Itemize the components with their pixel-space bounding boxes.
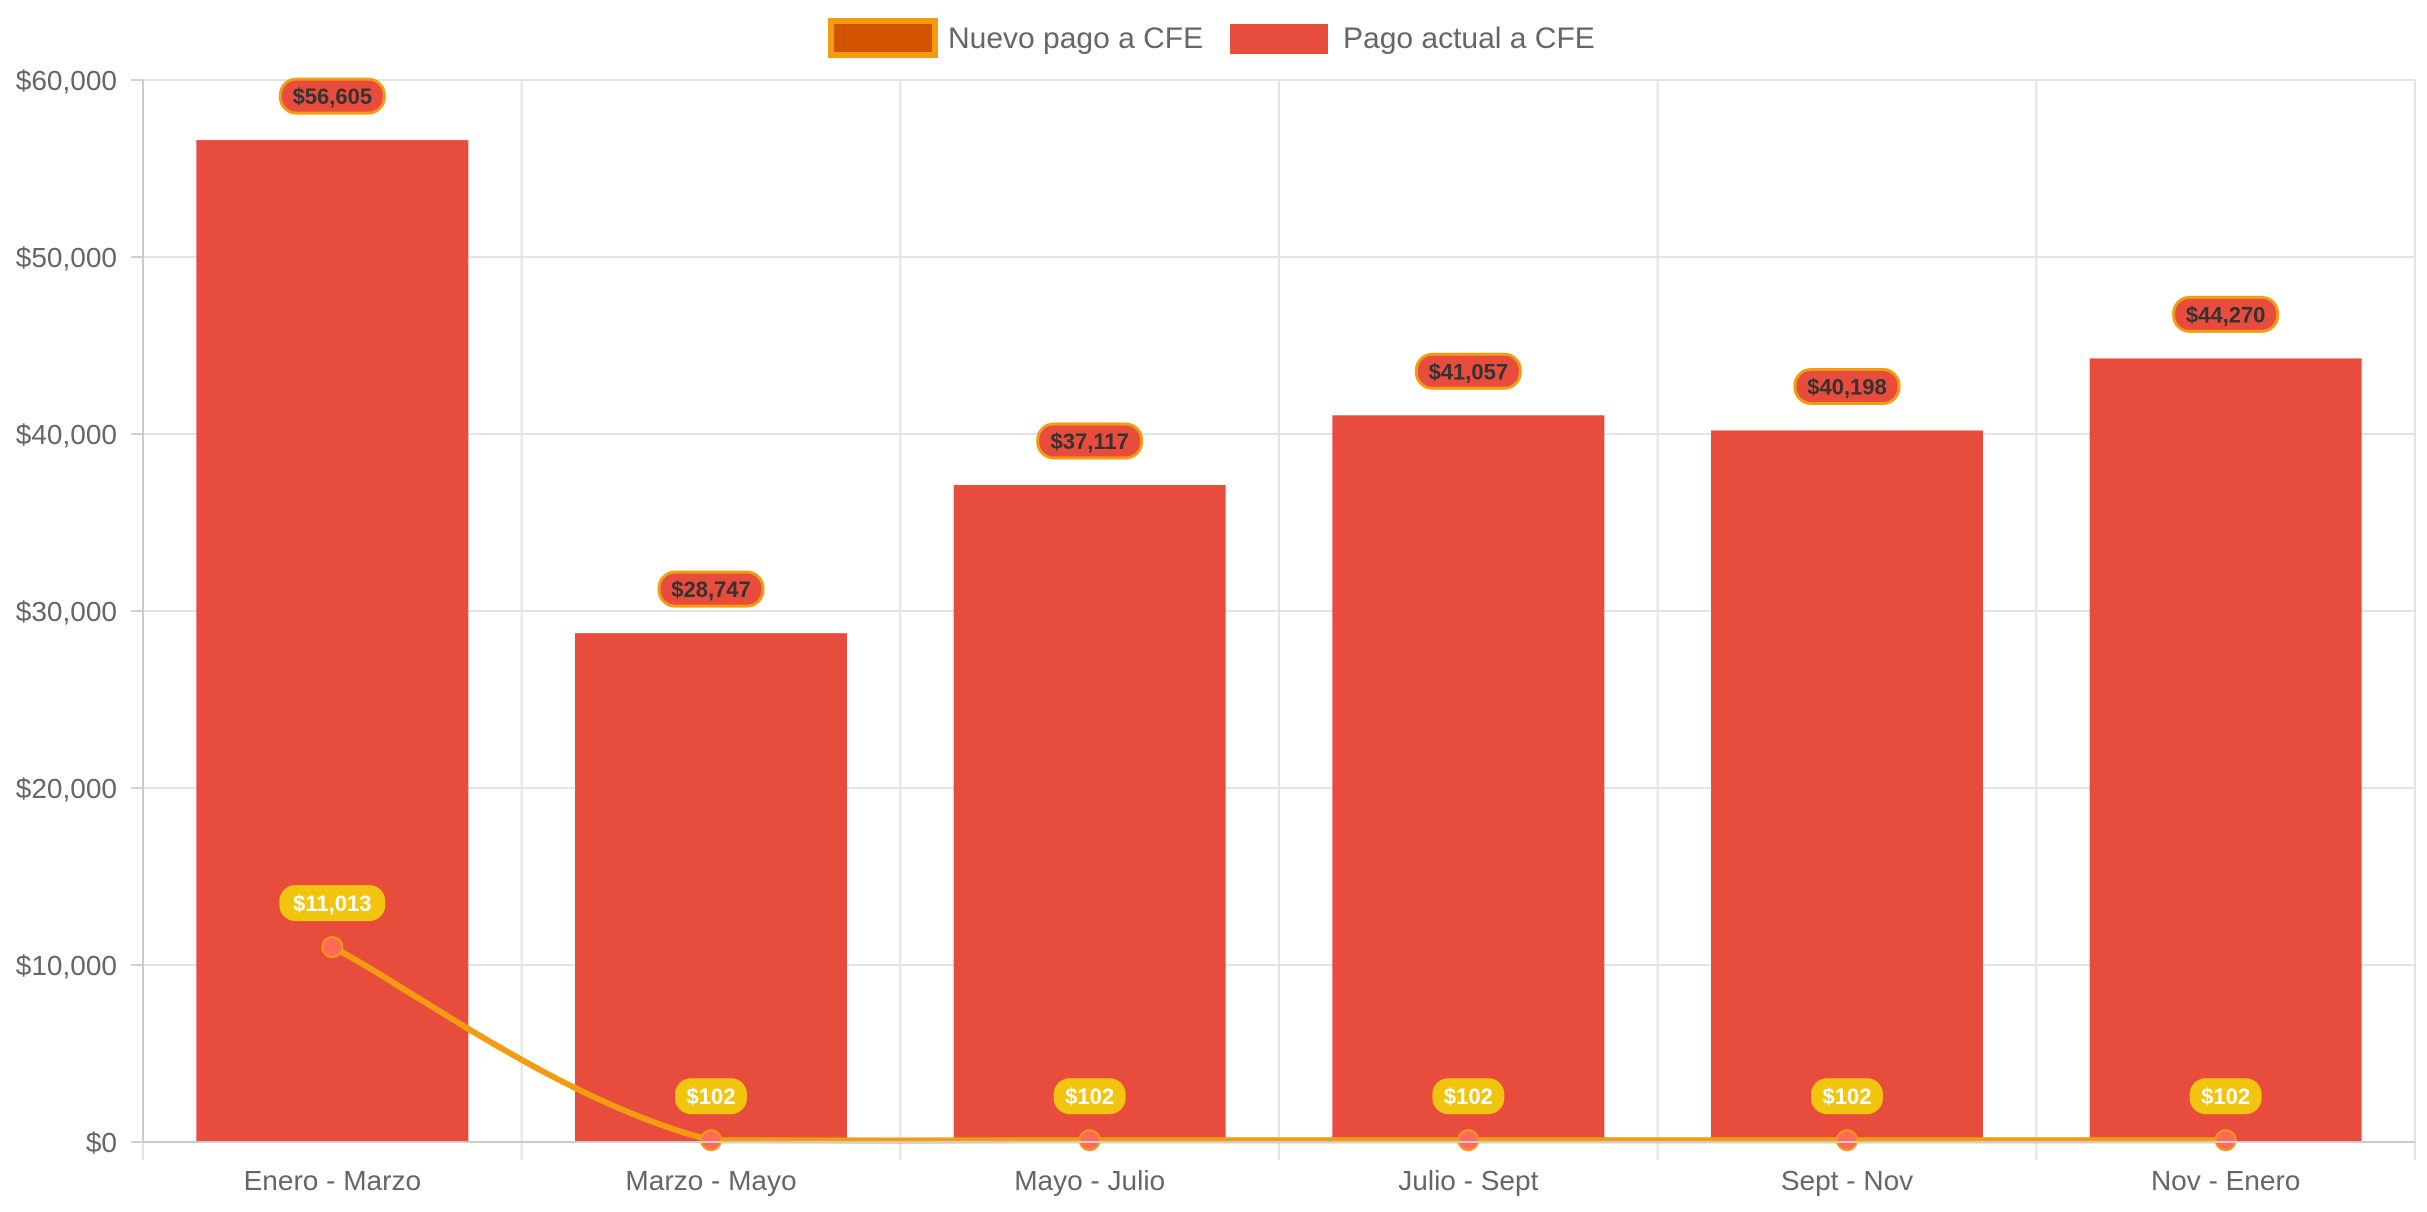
y-tick-label: $20,000 — [16, 773, 117, 804]
bar — [1711, 430, 1983, 1143]
line-label-bg — [2189, 1078, 2262, 1115]
bar — [196, 140, 469, 1143]
x-tick-label: Enero - Marzo — [244, 1165, 421, 1196]
legend: Nuevo pago a CFE Pago actual a CFE — [828, 18, 1595, 58]
line-label-bg — [675, 1078, 747, 1115]
line-label-bg — [1811, 1078, 1883, 1115]
bar-label: $44,270 — [2186, 302, 2266, 327]
line-label-bg — [1432, 1078, 1505, 1115]
series-line-nuevo-pago — [330, 944, 2226, 1144]
bar-label-bg — [1793, 367, 1901, 405]
line-label: $102 — [1065, 1084, 1114, 1109]
line-label: $102 — [2201, 1084, 2250, 1109]
bar — [953, 485, 1226, 1142]
legend-swatch-nuevo-pago — [828, 18, 938, 58]
line-label-bg — [279, 885, 386, 922]
bar-label-bg — [278, 77, 386, 115]
axes: $0 $10,000 $20,000 $30,000 $40,000 $50,000 $60… — [16, 65, 2415, 1196]
bar — [2089, 358, 2362, 1142]
bar — [1332, 415, 1605, 1142]
line-label: $11,013 — [293, 891, 371, 916]
y-tick-label: $60,000 — [16, 65, 117, 96]
line-label-bg — [1053, 1078, 1126, 1115]
bar-label: $40,198 — [1807, 374, 1887, 399]
line-series — [321, 936, 2237, 1152]
grid — [142, 79, 2416, 1160]
line-point — [321, 936, 344, 959]
line-label: $102 — [1444, 1084, 1493, 1109]
bar-label-bg — [657, 570, 765, 608]
x-tick-label: Sept - Nov — [1781, 1165, 1913, 1196]
bar-label-bg — [1414, 352, 1522, 390]
line-point — [1078, 1129, 1101, 1152]
line-point — [2214, 1129, 2237, 1152]
bars — [196, 140, 2362, 1143]
y-tick-label: $0 — [86, 1127, 117, 1158]
line-point — [1457, 1129, 1480, 1152]
legend-label-nuevo-pago: Nuevo pago a CFE — [948, 22, 1203, 55]
x-tick-label: Julio - Sept — [1398, 1165, 1538, 1196]
bar-label: $41,057 — [1429, 359, 1509, 384]
bar-label: $28,747 — [671, 577, 751, 602]
legend-label-pago-actual: Pago actual a CFE — [1343, 22, 1595, 55]
bar-label-bg — [1036, 422, 1144, 460]
legend-swatch-pago-actual — [1230, 24, 1328, 54]
x-tick-label: Marzo - Mayo — [625, 1165, 796, 1196]
line-label: $102 — [1823, 1084, 1872, 1109]
line-point — [1836, 1129, 1858, 1152]
y-tick-label: $40,000 — [16, 419, 117, 450]
line-label: $102 — [687, 1084, 736, 1109]
bar-label: $37,117 — [1051, 429, 1129, 454]
x-tick-label: Mayo - Julio — [1014, 1165, 1165, 1196]
bar — [575, 633, 847, 1142]
x-tick-label: Nov - Enero — [2151, 1165, 2300, 1196]
line-point — [700, 1129, 722, 1152]
y-tick-label: $30,000 — [16, 596, 117, 627]
y-tick-label: $10,000 — [16, 950, 117, 981]
data-labels: $56,605 $28,747 $37,117 $41,057 $40,198 $44,2… — [278, 77, 2280, 1115]
bar-label-bg — [2172, 295, 2280, 333]
y-tick-label: $50,000 — [16, 242, 117, 273]
bar-label: $56,605 — [293, 84, 373, 109]
